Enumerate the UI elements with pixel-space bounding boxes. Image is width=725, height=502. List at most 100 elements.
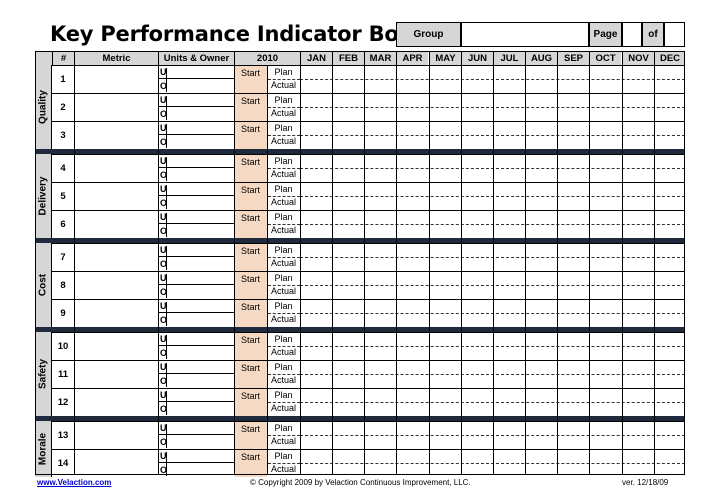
plan-label: Plan (274, 273, 293, 283)
units-owner-divider (166, 68, 167, 92)
units-label: U (158, 422, 234, 435)
column-divider (332, 65, 333, 475)
row-divider (35, 121, 685, 122)
units-owner-divider (166, 96, 167, 120)
units-label: U (158, 66, 234, 79)
category-label-safety: Safety (35, 332, 52, 416)
units-label: U (158, 300, 234, 313)
row-number: 7 (60, 251, 66, 263)
plan-label: Plan (274, 67, 293, 77)
start-cell[interactable]: Start (234, 66, 267, 93)
metric-cell[interactable] (75, 272, 157, 299)
start-cell[interactable]: Start (234, 422, 267, 449)
row-number: 3 (60, 129, 66, 141)
metric-cell[interactable] (75, 450, 157, 477)
copyright-text: © Copyright 2009 by Velaction Continuous… (250, 478, 471, 487)
start-cell[interactable]: Start (234, 300, 267, 327)
metric-cell[interactable] (75, 66, 157, 93)
row-number: 6 (60, 218, 66, 230)
plan-actual-divider (300, 196, 685, 197)
row-divider (35, 421, 685, 422)
metric-cell[interactable] (75, 183, 157, 210)
actual-label: Actual (270, 347, 296, 357)
start-cell[interactable]: Start (234, 450, 267, 477)
column-divider (525, 65, 526, 475)
start-cell[interactable]: Start (234, 244, 267, 271)
start-cell[interactable]: Start (234, 333, 267, 360)
units-label: U (158, 389, 234, 402)
plan-actual-divider (268, 402, 300, 403)
website-link[interactable]: www.Velaction.com (37, 478, 112, 487)
units-owner-divider (166, 246, 167, 270)
units-owner-divider (166, 302, 167, 326)
owner-label: O (160, 404, 168, 414)
start-cell[interactable]: Start (234, 272, 267, 299)
plan-label: Plan (274, 123, 293, 133)
row-number: 12 (57, 396, 69, 408)
owner-label: O (160, 226, 168, 236)
start-cell[interactable]: Start (234, 155, 267, 182)
metric-cell[interactable] (75, 94, 157, 121)
units-owner-divider (166, 363, 167, 387)
metric-cell[interactable] (75, 122, 157, 149)
month-header-sep: SEP (557, 51, 589, 65)
plan-actual-divider (268, 285, 300, 286)
units-label: U (158, 361, 234, 374)
plan-actual-divider (268, 79, 300, 80)
column-divider (300, 65, 301, 475)
owner-label: O (160, 259, 168, 269)
actual-label: Actual (270, 136, 296, 146)
metric-cell[interactable] (75, 361, 157, 388)
row-number: 11 (57, 368, 69, 380)
start-cell[interactable]: Start (234, 211, 267, 238)
owner-label: O (160, 437, 168, 447)
start-cell[interactable]: Start (234, 122, 267, 149)
of-label: of (642, 22, 664, 47)
plan-actual-divider (300, 257, 685, 258)
plan-actual-divider (300, 168, 685, 169)
plan-actual-divider (300, 435, 685, 436)
row-divider (35, 388, 685, 389)
metric-cell[interactable] (75, 389, 157, 416)
column-divider (267, 65, 268, 475)
start-cell[interactable]: Start (234, 389, 267, 416)
metric-cell[interactable] (75, 333, 157, 360)
row-divider (35, 360, 685, 361)
metric-cell[interactable] (75, 300, 157, 327)
row-divider (35, 154, 685, 155)
metric-cell[interactable] (75, 211, 157, 238)
start-cell[interactable]: Start (234, 94, 267, 121)
metric-cell[interactable] (75, 244, 157, 271)
page-field[interactable] (622, 22, 642, 47)
start-cell[interactable]: Start (234, 361, 267, 388)
units-label: U (158, 122, 234, 135)
metric-cell[interactable] (75, 422, 157, 449)
start-cell[interactable]: Start (234, 183, 267, 210)
metric-cell[interactable] (75, 155, 157, 182)
plan-actual-divider (268, 435, 300, 436)
owner-label: O (160, 348, 168, 358)
num-header: # (52, 51, 74, 65)
row-divider (35, 210, 685, 211)
plan-actual-divider (300, 135, 685, 136)
units-label: U (158, 244, 234, 257)
page-total-field[interactable] (664, 22, 685, 47)
category-label-delivery: Delivery (35, 154, 52, 238)
plan-actual-divider (268, 463, 300, 464)
month-header-apr: APR (396, 51, 428, 65)
group-field[interactable] (461, 22, 589, 47)
